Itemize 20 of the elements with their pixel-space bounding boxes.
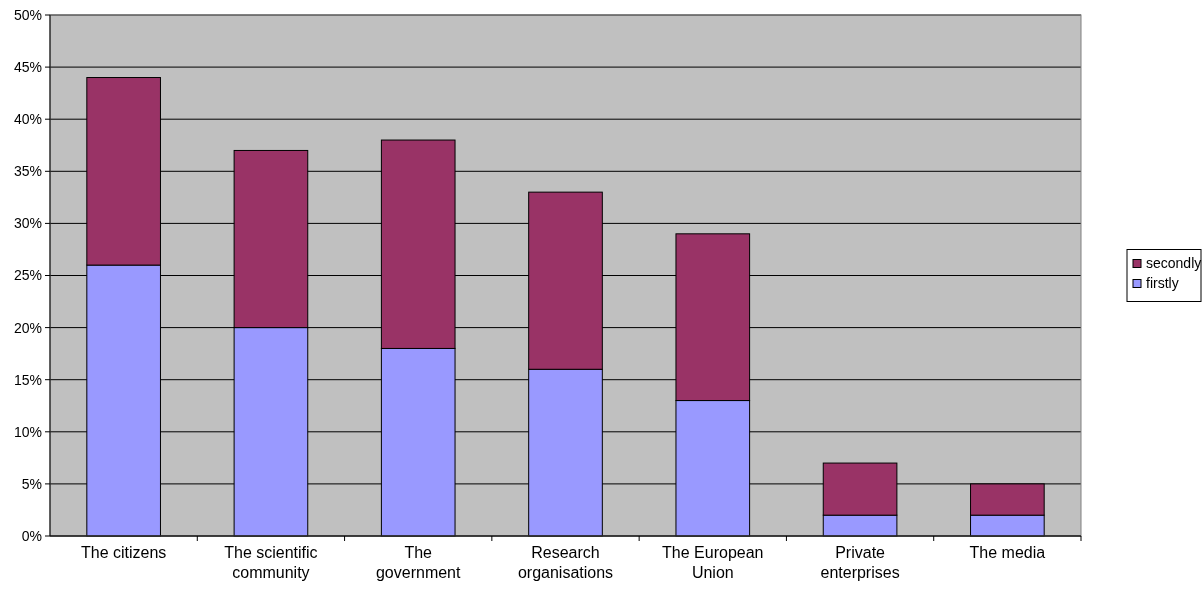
x-tick-label: The government	[375, 544, 462, 581]
x-tick-label: The scientific community	[224, 544, 318, 581]
y-tick-label: 35%	[13, 163, 42, 180]
y-tick-label: 0%	[21, 527, 42, 544]
y-tick-label: 40%	[13, 111, 42, 128]
x-tick-label: Private enterprises	[820, 544, 900, 581]
y-tick-label: 50%	[13, 6, 42, 23]
y-tick-label: 20%	[13, 319, 42, 336]
y-tick-label: 15%	[13, 371, 42, 388]
x-tick-label: Research organisations	[517, 544, 614, 581]
y-tick-label: 30%	[13, 215, 42, 232]
x-tick-label: The citizens	[80, 544, 167, 561]
x-tick-label: The media	[969, 544, 1046, 561]
x-tick-label: The European Union	[662, 544, 764, 581]
legend-label: firstly	[1146, 275, 1179, 292]
y-tick-label: 10%	[13, 423, 42, 440]
y-tick-label: 45%	[13, 59, 42, 75]
y-tick-label: 25%	[13, 267, 42, 284]
legend-label: secondly	[1146, 255, 1202, 272]
y-tick-label: 5%	[21, 475, 42, 492]
